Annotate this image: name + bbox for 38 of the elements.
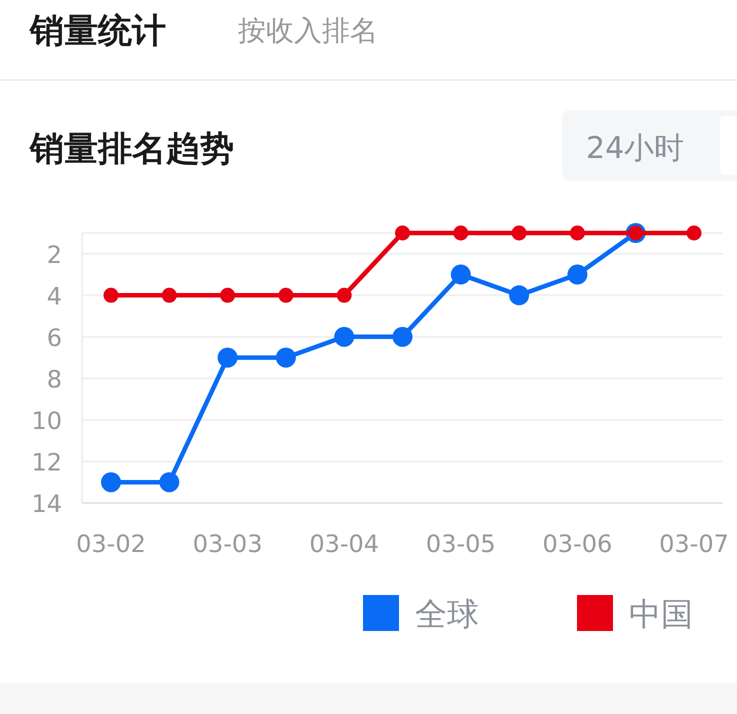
point bbox=[567, 264, 588, 285]
point bbox=[686, 226, 702, 240]
point bbox=[453, 226, 468, 240]
point bbox=[392, 326, 412, 347]
legend-label: 全球 bbox=[415, 595, 479, 633]
x-tick-label: 03-06 bbox=[542, 530, 612, 558]
text: 销量统计 bbox=[28, 11, 166, 51]
chart-title: 销量排名趋势 bbox=[28, 129, 234, 169]
point bbox=[218, 348, 238, 368]
point bbox=[278, 288, 294, 303]
y-tick-label: 6 bbox=[46, 324, 62, 352]
x-tick-label: 03-05 bbox=[426, 530, 496, 558]
text: 24小时 bbox=[586, 131, 684, 166]
point bbox=[395, 226, 410, 240]
point bbox=[336, 288, 352, 303]
text: 按收入排名 bbox=[238, 14, 378, 47]
x-tick-label: 03-07 bbox=[659, 530, 729, 558]
point bbox=[276, 348, 296, 368]
point bbox=[570, 226, 585, 240]
point bbox=[220, 288, 236, 303]
point bbox=[104, 288, 118, 303]
point bbox=[509, 285, 530, 306]
point bbox=[334, 326, 354, 347]
x-tick-label: 03-03 bbox=[192, 530, 262, 558]
y-tick-label: 12 bbox=[31, 448, 62, 476]
point bbox=[450, 264, 471, 285]
x-tick-label: 03-02 bbox=[76, 530, 146, 558]
y-tick-label: 10 bbox=[31, 406, 62, 435]
point bbox=[162, 288, 177, 303]
point bbox=[159, 472, 180, 492]
y-tick-label: 4 bbox=[46, 282, 62, 310]
x-tick-label: 03-04 bbox=[309, 530, 380, 558]
point bbox=[512, 226, 527, 240]
legend-label: 中国 bbox=[629, 595, 693, 633]
y-tick-label: 14 bbox=[31, 490, 62, 518]
y-tick-label: 8 bbox=[46, 365, 62, 394]
point bbox=[101, 472, 121, 492]
y-tick-label: 2 bbox=[46, 240, 62, 269]
